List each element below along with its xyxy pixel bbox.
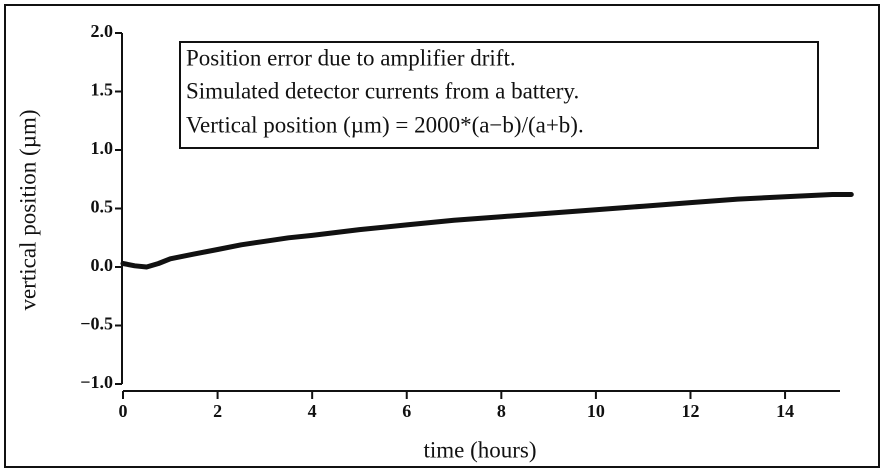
frame	[4, 4, 880, 468]
x-tick-label: 2	[213, 401, 222, 421]
x-tick-label: 12	[681, 401, 699, 421]
x-tick-label: 6	[402, 401, 411, 421]
annotation: Vertical position (µm) = 2000*(a−b)/(a+b…	[186, 112, 584, 137]
y-tick-label: 1.0	[91, 138, 114, 158]
x-axis-label: time (hours)	[423, 437, 536, 462]
y-tick-label: −0.5	[80, 314, 113, 334]
x-tick-label: 0	[119, 401, 128, 421]
annotation: Position error due to amplifier drift.	[186, 45, 516, 70]
x-tick-label: 8	[497, 401, 506, 421]
y-tick-label: −1.0	[80, 372, 113, 392]
annotation-box	[179, 41, 819, 149]
y-axis-label: vertical position (µm)	[15, 109, 40, 310]
x-tick-label: 14	[776, 401, 794, 421]
x-tick-label: 4	[308, 401, 317, 421]
y-tick-label: 2.0	[91, 21, 114, 41]
annotation: Simulated detector currents from a batte…	[186, 78, 579, 103]
data-line	[120, 192, 854, 270]
x-tick-label: 10	[587, 401, 605, 421]
y-tick-label: 0.5	[91, 197, 114, 217]
y-tick-label: 1.5	[91, 80, 114, 100]
y-tick-label: 0.0	[91, 255, 114, 275]
